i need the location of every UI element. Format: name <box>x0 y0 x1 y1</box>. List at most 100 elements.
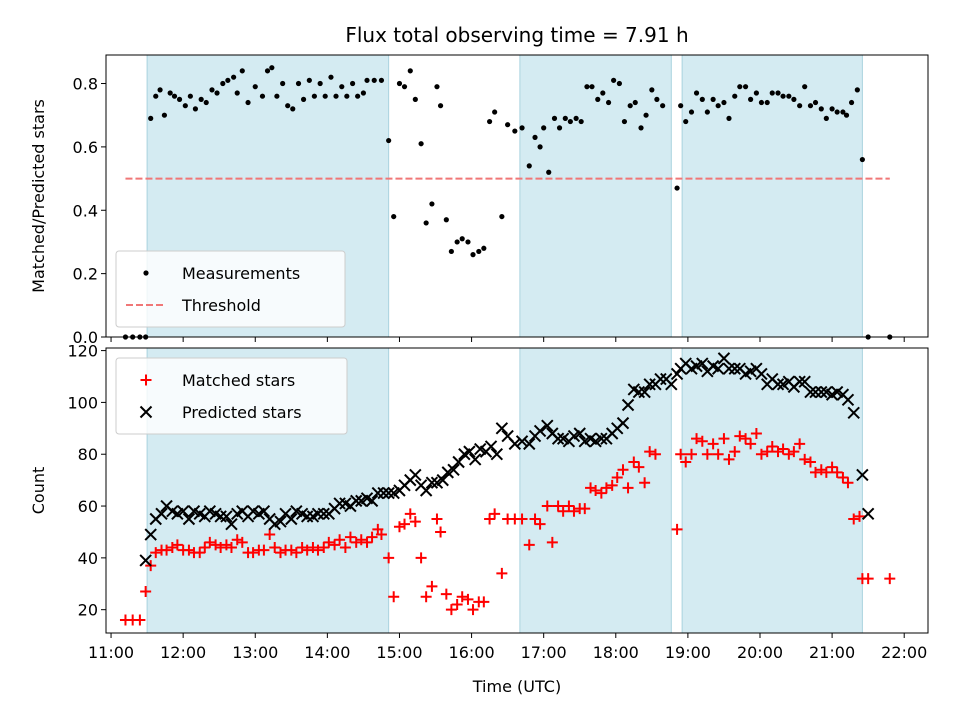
data-point <box>680 456 692 468</box>
data-point <box>766 440 778 452</box>
data-point <box>155 507 168 521</box>
data-point <box>551 115 558 121</box>
data-point <box>508 437 522 451</box>
data-point <box>383 552 395 564</box>
data-point <box>296 542 308 553</box>
data-point <box>843 112 850 118</box>
data-point <box>761 446 773 458</box>
data-point <box>617 464 629 476</box>
data-point <box>798 375 811 388</box>
data-point <box>590 485 602 496</box>
data-point <box>204 536 216 548</box>
legend-marker <box>139 405 153 419</box>
data-point <box>161 544 173 556</box>
data-point <box>621 118 628 125</box>
y-tick-label: 40 <box>78 549 98 568</box>
data-point <box>329 539 341 551</box>
data-point <box>678 103 684 109</box>
data-point <box>611 472 623 484</box>
data-point <box>777 443 789 455</box>
data-point <box>344 93 350 99</box>
x-tick-label: 15:00 <box>376 643 422 662</box>
data-point <box>171 539 183 551</box>
data-point <box>333 497 346 510</box>
data-point <box>375 529 387 541</box>
data-point <box>842 477 854 489</box>
data-point <box>420 591 432 603</box>
data-point <box>429 201 435 207</box>
legend-marker <box>140 374 152 386</box>
data-point <box>595 432 608 445</box>
data-point <box>644 446 656 458</box>
data-point <box>371 486 385 500</box>
x-tick-label: 21:00 <box>809 643 855 662</box>
data-point <box>546 169 552 175</box>
data-point <box>448 248 454 255</box>
data-point <box>791 96 797 102</box>
data-point <box>699 96 705 102</box>
data-point <box>611 77 617 83</box>
data-point <box>274 547 286 559</box>
data-point <box>717 352 731 365</box>
data-point <box>826 461 838 473</box>
y-tick-label: 0.4 <box>73 201 98 220</box>
data-point <box>451 599 463 610</box>
data-point <box>578 118 584 125</box>
data-point <box>711 362 725 375</box>
series-predicted-stars <box>139 352 875 567</box>
data-point <box>489 508 501 520</box>
data-point <box>214 510 227 523</box>
data-point <box>247 547 259 559</box>
data-point <box>533 424 547 438</box>
data-point <box>606 479 618 491</box>
legend-label: Threshold <box>181 296 261 315</box>
data-point <box>745 438 757 450</box>
data-point <box>182 103 188 109</box>
data-point <box>269 542 281 553</box>
data-point <box>804 385 817 399</box>
data-point <box>199 542 211 553</box>
data-point <box>495 422 509 435</box>
data-point <box>627 103 633 109</box>
x-tick-label: 11:00 <box>88 643 134 662</box>
data-point <box>258 544 270 556</box>
data-point <box>220 80 226 87</box>
data-point <box>764 99 770 106</box>
data-point <box>470 252 476 258</box>
data-point <box>595 96 601 102</box>
data-point <box>350 80 356 87</box>
data-point <box>755 367 768 381</box>
data-point <box>220 539 232 551</box>
data-point <box>447 463 460 476</box>
data-point <box>371 77 377 83</box>
data-point <box>274 515 287 528</box>
data-point <box>150 547 162 559</box>
data-point <box>649 87 655 93</box>
data-point <box>317 80 323 87</box>
x-tick-label: 19:00 <box>665 643 711 662</box>
data-point <box>153 93 159 99</box>
data-point <box>285 103 291 109</box>
data-point <box>815 385 828 399</box>
data-point <box>426 580 438 592</box>
data-point <box>621 398 635 412</box>
data-point <box>595 487 607 499</box>
data-point <box>176 505 190 518</box>
data-point <box>529 513 541 525</box>
data-point <box>794 438 806 450</box>
data-point <box>210 539 222 551</box>
data-point <box>568 505 580 517</box>
data-point <box>396 80 403 87</box>
data-point <box>231 534 243 546</box>
data-point <box>862 573 874 585</box>
count-panel: 20 40 60 80 100 120 11:00 12:00 13:00 14:00 15:00 1… <box>29 342 929 662</box>
data-point <box>546 536 558 548</box>
data-point <box>285 512 298 526</box>
data-point <box>556 125 563 131</box>
data-point <box>505 122 511 128</box>
data-point <box>307 542 319 553</box>
data-point <box>269 65 275 71</box>
data-point <box>364 77 370 83</box>
data-point <box>793 375 806 388</box>
